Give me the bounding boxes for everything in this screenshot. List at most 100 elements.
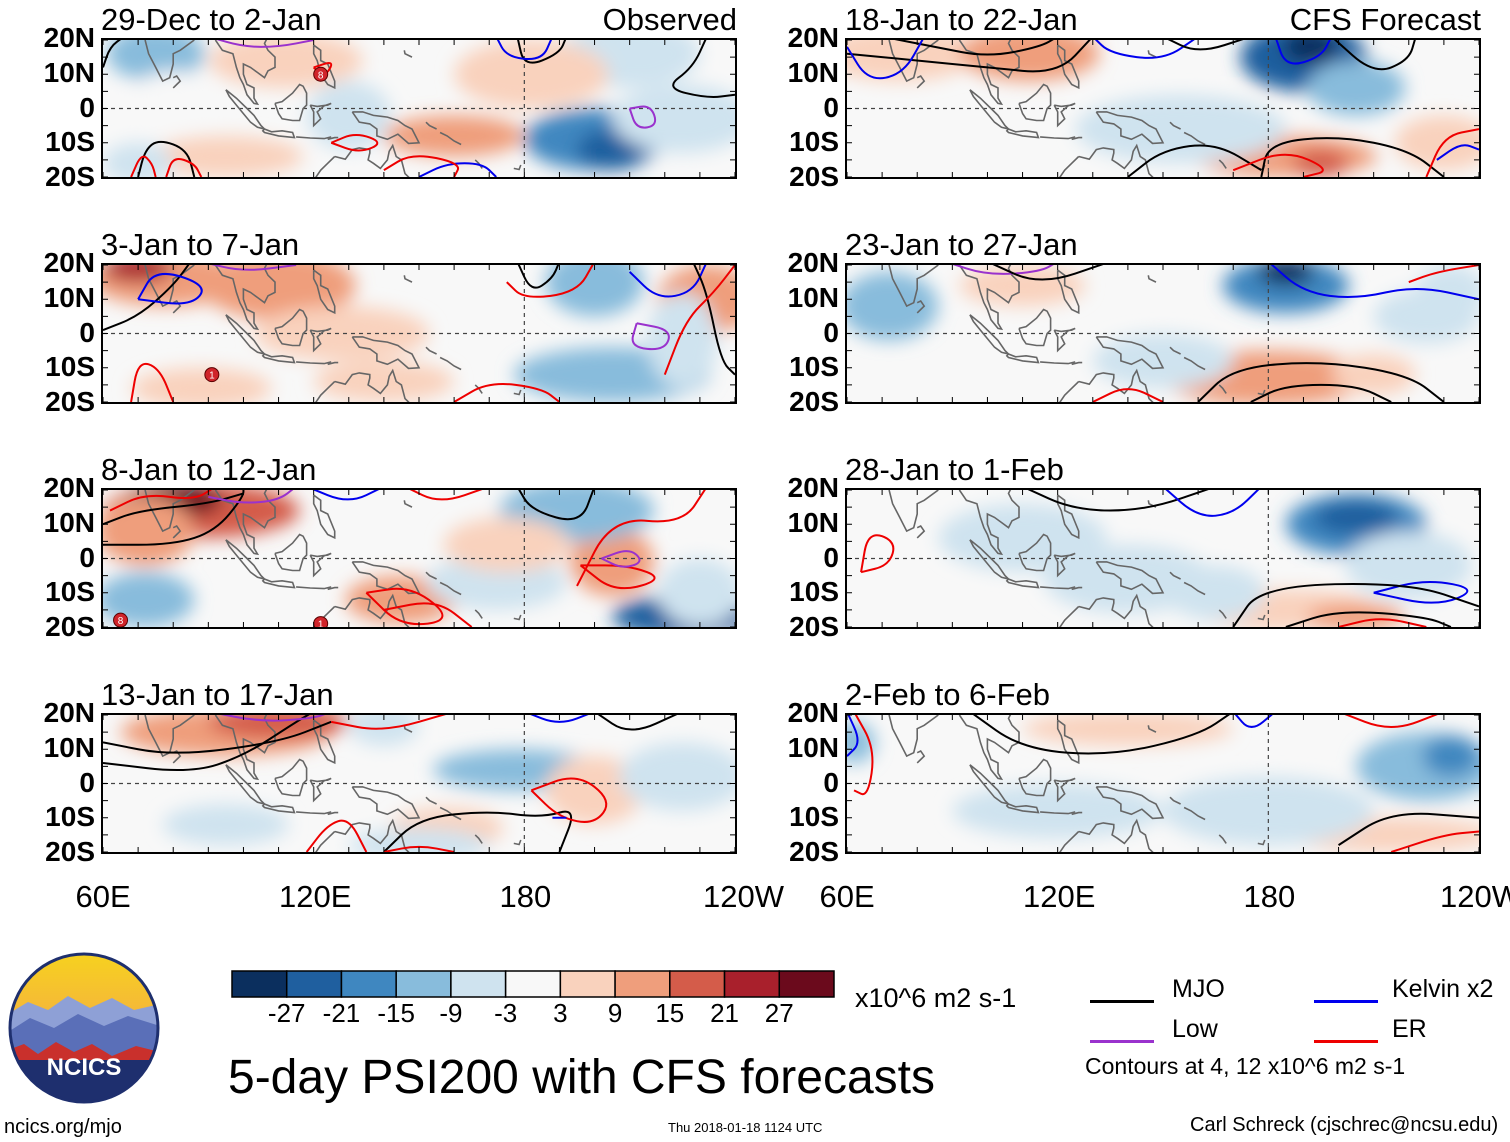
contour-e [409, 490, 483, 501]
coastline [214, 40, 276, 106]
contour-e [1390, 830, 1479, 852]
coastline [1218, 384, 1227, 394]
panel-8-map-svg [847, 715, 1479, 852]
psi-anomaly-blob [313, 360, 455, 402]
colorbar-swatch [723, 970, 781, 998]
psi-anomaly-blob [959, 265, 1086, 307]
contour-e [506, 265, 594, 298]
coastline [916, 749, 926, 764]
coastline [425, 346, 437, 355]
tropical-cyclone-marker: 1 [313, 616, 329, 627]
site-link[interactable]: ncics.org/mjo [4, 1116, 122, 1138]
coastline [1169, 796, 1181, 805]
panel-4-lon-label: 60E [75, 879, 131, 914]
panel-4-lon-label: 120W [703, 879, 784, 914]
panel-1-lat-label: 10S [45, 126, 95, 158]
coastline [351, 336, 421, 370]
contour-l [216, 40, 314, 48]
coastline [296, 586, 332, 590]
coastline [296, 361, 332, 365]
panel-4-lat-label: 0 [79, 766, 95, 798]
psi-anomaly-blob [647, 292, 718, 389]
contour-e [530, 777, 608, 823]
legend-mjo-line [1090, 1000, 1154, 1003]
tropical-cyclone-marker: 8 [313, 66, 329, 82]
contour-l [220, 715, 326, 722]
panel-2-lat-label: 10N [43, 281, 95, 313]
coastline [315, 368, 410, 402]
panel-6-map-svg [847, 265, 1479, 402]
legend-er-label: ER [1392, 1015, 1427, 1043]
panel-2-title: 3-Jan to 7-Jan [101, 227, 300, 262]
contour-e [109, 490, 212, 512]
coastline [1071, 586, 1083, 591]
contour-e [165, 158, 203, 177]
psi-anomaly-blob [348, 828, 490, 852]
coastline [274, 758, 308, 797]
coastline [916, 74, 926, 89]
coastline [312, 719, 336, 765]
coastline [351, 111, 421, 145]
panel-7-map-svg [847, 490, 1479, 627]
psi-anomaly-blob [1373, 288, 1479, 344]
coastline [1183, 131, 1206, 146]
coastline [916, 524, 926, 539]
colorbar-label: 21 [710, 998, 739, 1028]
contour-e [383, 845, 455, 852]
coastline [513, 614, 522, 621]
coastline [1056, 719, 1080, 765]
coastline [1005, 128, 1040, 139]
coastline [296, 136, 332, 140]
coastline [1056, 44, 1080, 90]
coastline [513, 389, 522, 396]
contour-m [103, 715, 310, 771]
coastline [1056, 269, 1080, 315]
colorbar-swatch [231, 970, 288, 998]
coastline [1095, 561, 1165, 595]
contour-e [1338, 618, 1427, 627]
psi-anomaly-blob [657, 558, 735, 627]
psi-anomaly-blob [1422, 735, 1479, 777]
contour-m [1197, 362, 1445, 402]
panel-6-title: 23-Jan to 27-Jan [845, 227, 1078, 262]
coastline [958, 490, 1020, 556]
coastline [1095, 111, 1165, 145]
panel-6-lat-label: 20S [789, 386, 839, 417]
coastline [309, 552, 332, 578]
coastline [225, 764, 268, 806]
panel-1-tag: Observed [602, 2, 737, 37]
coastline [1183, 806, 1206, 821]
contour-k [530, 715, 589, 723]
psi-anomaly-blob [1166, 565, 1265, 621]
colorbar-swatch [559, 970, 616, 998]
psi-anomaly-blob [619, 742, 735, 811]
contour-m [517, 40, 567, 64]
coastline [1059, 368, 1154, 402]
panel-3-lat-label: 10N [43, 506, 95, 538]
coastline [351, 561, 421, 595]
contour-m [103, 720, 332, 754]
coastline [958, 265, 1020, 331]
coastline [327, 136, 339, 141]
psi-anomaly-blob [162, 804, 290, 846]
contour-m [1338, 812, 1479, 846]
colorbar-label: -15 [377, 998, 415, 1028]
coastline [969, 539, 1012, 581]
panel-4-lat-label: 10N [43, 731, 95, 763]
panel-5-lat-label: 20S [789, 161, 839, 192]
contour-e [1425, 128, 1479, 177]
coastline [1257, 389, 1266, 396]
psi-anomaly-blob [1282, 40, 1339, 64]
contour-k [1165, 490, 1260, 517]
psi-anomaly-blob [847, 271, 939, 341]
panel-1-lat-label: 20S [45, 161, 95, 192]
colorbar-units: x10^6 m2 s-1 [855, 983, 1017, 1013]
coastline [1147, 50, 1157, 58]
coastline [1040, 361, 1076, 365]
legend-mjo-label: MJO [1172, 975, 1225, 1003]
psi-anomaly-blob [1331, 354, 1416, 396]
coastline [1218, 159, 1227, 169]
psi-anomaly-blob [443, 517, 570, 573]
colorbar-swatch [450, 970, 507, 998]
coastline [513, 164, 522, 171]
